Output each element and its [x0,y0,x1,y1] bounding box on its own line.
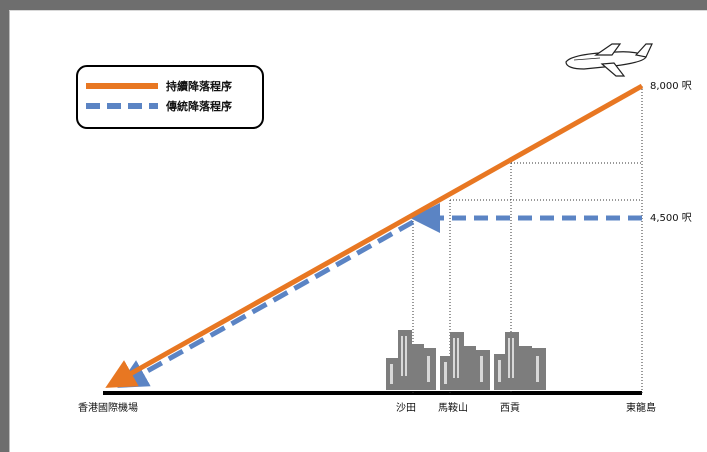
buildings [386,330,546,390]
legend-label-traditional: 傳統降落程序 [165,99,232,113]
place-label-shatin: 沙田 [396,402,416,414]
traditional-path [117,203,642,388]
place-label-airport: 香港國際機場 [78,401,138,414]
traditional-descent-segment [117,219,415,388]
window-left-bar [0,10,9,452]
legend: 持續降落程序 傳統降落程序 [76,65,264,129]
continuous-descent-line [105,83,644,388]
legend-label-continuous: 持續降落程序 [166,79,232,93]
airplane-icon [565,43,653,77]
place-label-maonshan: 馬鞍山 [438,401,468,414]
altitude-label-high: 8,000 呎 [650,81,692,92]
place-label-tunglung: 東龍島 [626,401,656,414]
legend-box [76,65,264,129]
building-windows [390,336,539,384]
window-top-bar [0,0,707,10]
place-label-saikung: 西貢 [500,402,520,414]
altitude-label-low: 4,500 呎 [650,213,692,224]
dotted-guides [412,86,643,393]
